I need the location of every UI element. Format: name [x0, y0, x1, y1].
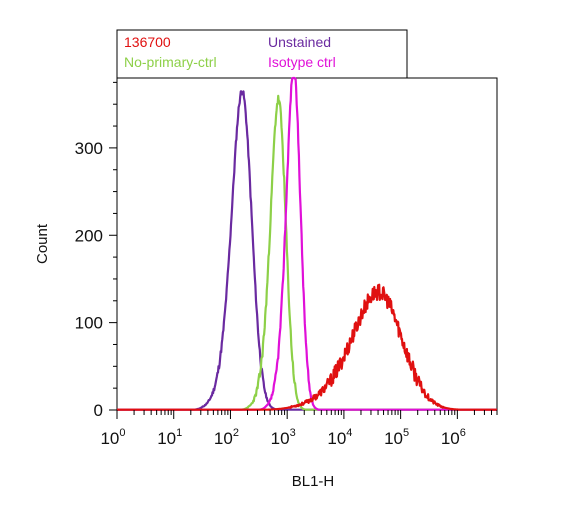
- legend-label-no-primary-ctrl: No-primary-ctrl: [124, 54, 217, 70]
- y-tick-label: 0: [94, 401, 103, 420]
- x-tick-label: 102: [214, 427, 239, 448]
- x-tick-label: 106: [441, 427, 466, 448]
- y-axis: 0 100 200 300: [75, 81, 117, 420]
- y-tick-label: 300: [75, 139, 103, 158]
- y-axis-title: Count: [34, 223, 51, 264]
- legend-label-isotype-ctrl: Isotype ctrl: [268, 54, 336, 70]
- x-axis: 100 101 102 103 104 105 106: [100, 410, 498, 448]
- series-line-136700: [116, 283, 498, 411]
- x-tick-label: 100: [100, 427, 125, 448]
- legend-label-136700: 136700: [124, 34, 171, 50]
- legend: 136700 No-primary-ctrl Unstained Isotype…: [116, 29, 408, 79]
- legend-box: [116, 29, 408, 79]
- y-tick-label: 100: [75, 314, 103, 333]
- x-tick-label: 101: [157, 427, 182, 448]
- x-axis-title: BL1-H: [292, 473, 335, 490]
- x-tick-label: 104: [327, 427, 352, 448]
- x-tick-label: 103: [271, 427, 296, 448]
- legend-label-unstained: Unstained: [268, 34, 331, 50]
- series-layer: [116, 76, 498, 411]
- y-tick-label: 200: [75, 226, 103, 245]
- x-tick-label: 105: [384, 427, 409, 448]
